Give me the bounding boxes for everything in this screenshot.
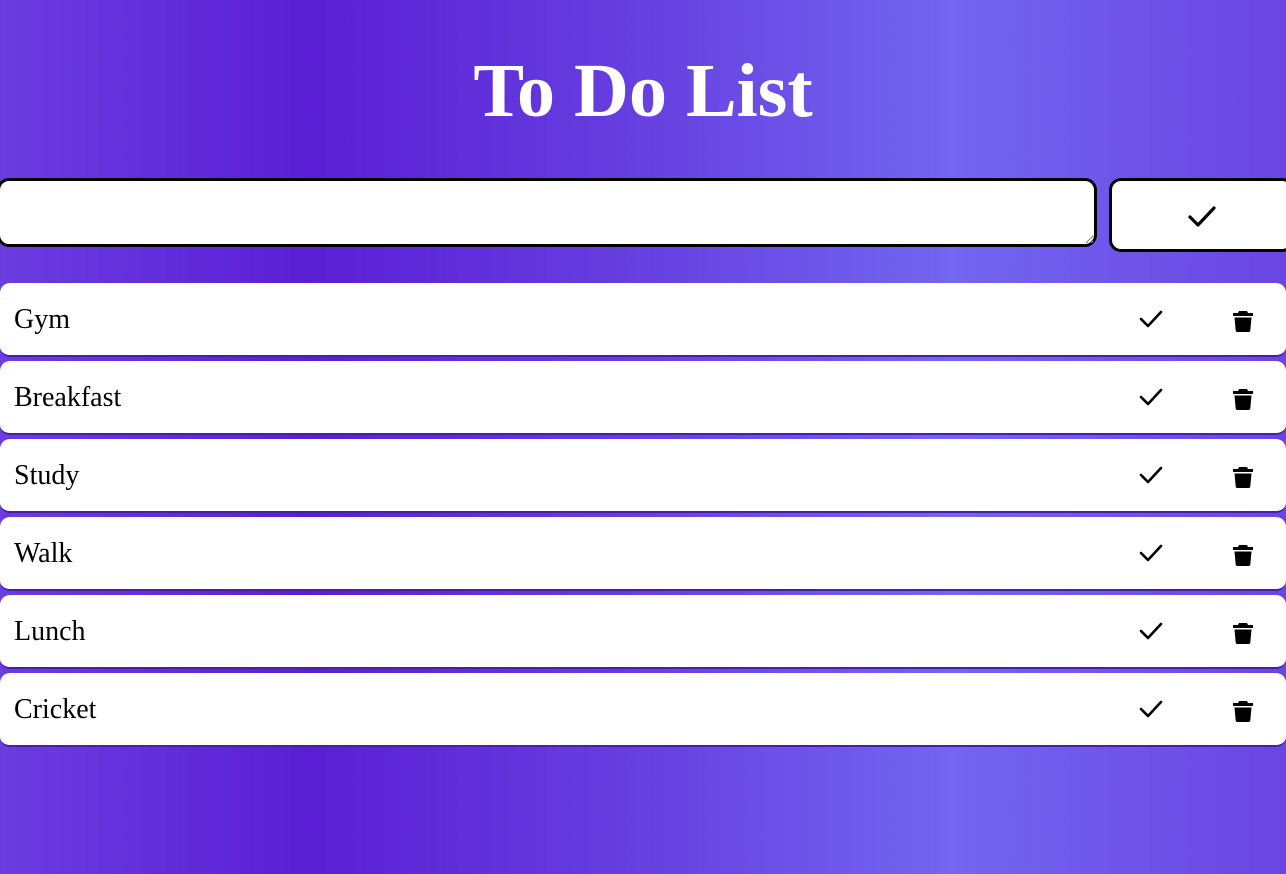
task-item-2: Study bbox=[0, 439, 1286, 513]
task-text: Gym bbox=[14, 304, 70, 335]
task-text: Walk bbox=[14, 538, 73, 569]
trash-icon bbox=[1233, 389, 1253, 410]
task-text: Breakfast bbox=[14, 382, 122, 413]
task-text: Lunch bbox=[14, 616, 86, 647]
add-task-button[interactable] bbox=[1109, 178, 1286, 252]
complete-task-button[interactable] bbox=[1126, 595, 1176, 669]
task-input[interactable] bbox=[0, 178, 1097, 247]
delete-task-button[interactable] bbox=[1218, 517, 1268, 591]
trash-icon bbox=[1233, 701, 1253, 722]
task-item-5: Cricket bbox=[0, 673, 1286, 747]
complete-task-button[interactable] bbox=[1126, 673, 1176, 747]
task-text: Cricket bbox=[14, 694, 97, 725]
delete-task-button[interactable] bbox=[1218, 283, 1268, 357]
delete-task-button[interactable] bbox=[1218, 439, 1268, 513]
check-icon bbox=[1139, 622, 1163, 640]
trash-icon bbox=[1233, 545, 1253, 566]
trash-icon bbox=[1233, 623, 1253, 644]
complete-task-button[interactable] bbox=[1126, 283, 1176, 357]
delete-task-button[interactable] bbox=[1218, 673, 1268, 747]
check-icon bbox=[1139, 466, 1163, 484]
page-title: To Do List bbox=[473, 49, 813, 133]
task-item-1: Breakfast bbox=[0, 361, 1286, 435]
task-item-4: Lunch bbox=[0, 595, 1286, 669]
delete-task-button[interactable] bbox=[1218, 595, 1268, 669]
add-task-row bbox=[0, 178, 1286, 253]
task-text: Study bbox=[14, 460, 80, 491]
check-icon bbox=[1139, 544, 1163, 562]
task-item-0: Gym bbox=[0, 283, 1286, 357]
complete-task-button[interactable] bbox=[1126, 517, 1176, 591]
delete-task-button[interactable] bbox=[1218, 361, 1268, 435]
complete-task-button[interactable] bbox=[1126, 361, 1176, 435]
trash-icon bbox=[1233, 467, 1253, 488]
task-list: Gym Breakfast Study bbox=[0, 283, 1286, 751]
check-icon bbox=[1139, 700, 1163, 718]
check-icon bbox=[1139, 388, 1163, 406]
trash-icon bbox=[1233, 311, 1253, 332]
task-item-3: Walk bbox=[0, 517, 1286, 591]
check-icon bbox=[1139, 310, 1163, 328]
check-icon bbox=[1188, 206, 1216, 227]
complete-task-button[interactable] bbox=[1126, 439, 1176, 513]
